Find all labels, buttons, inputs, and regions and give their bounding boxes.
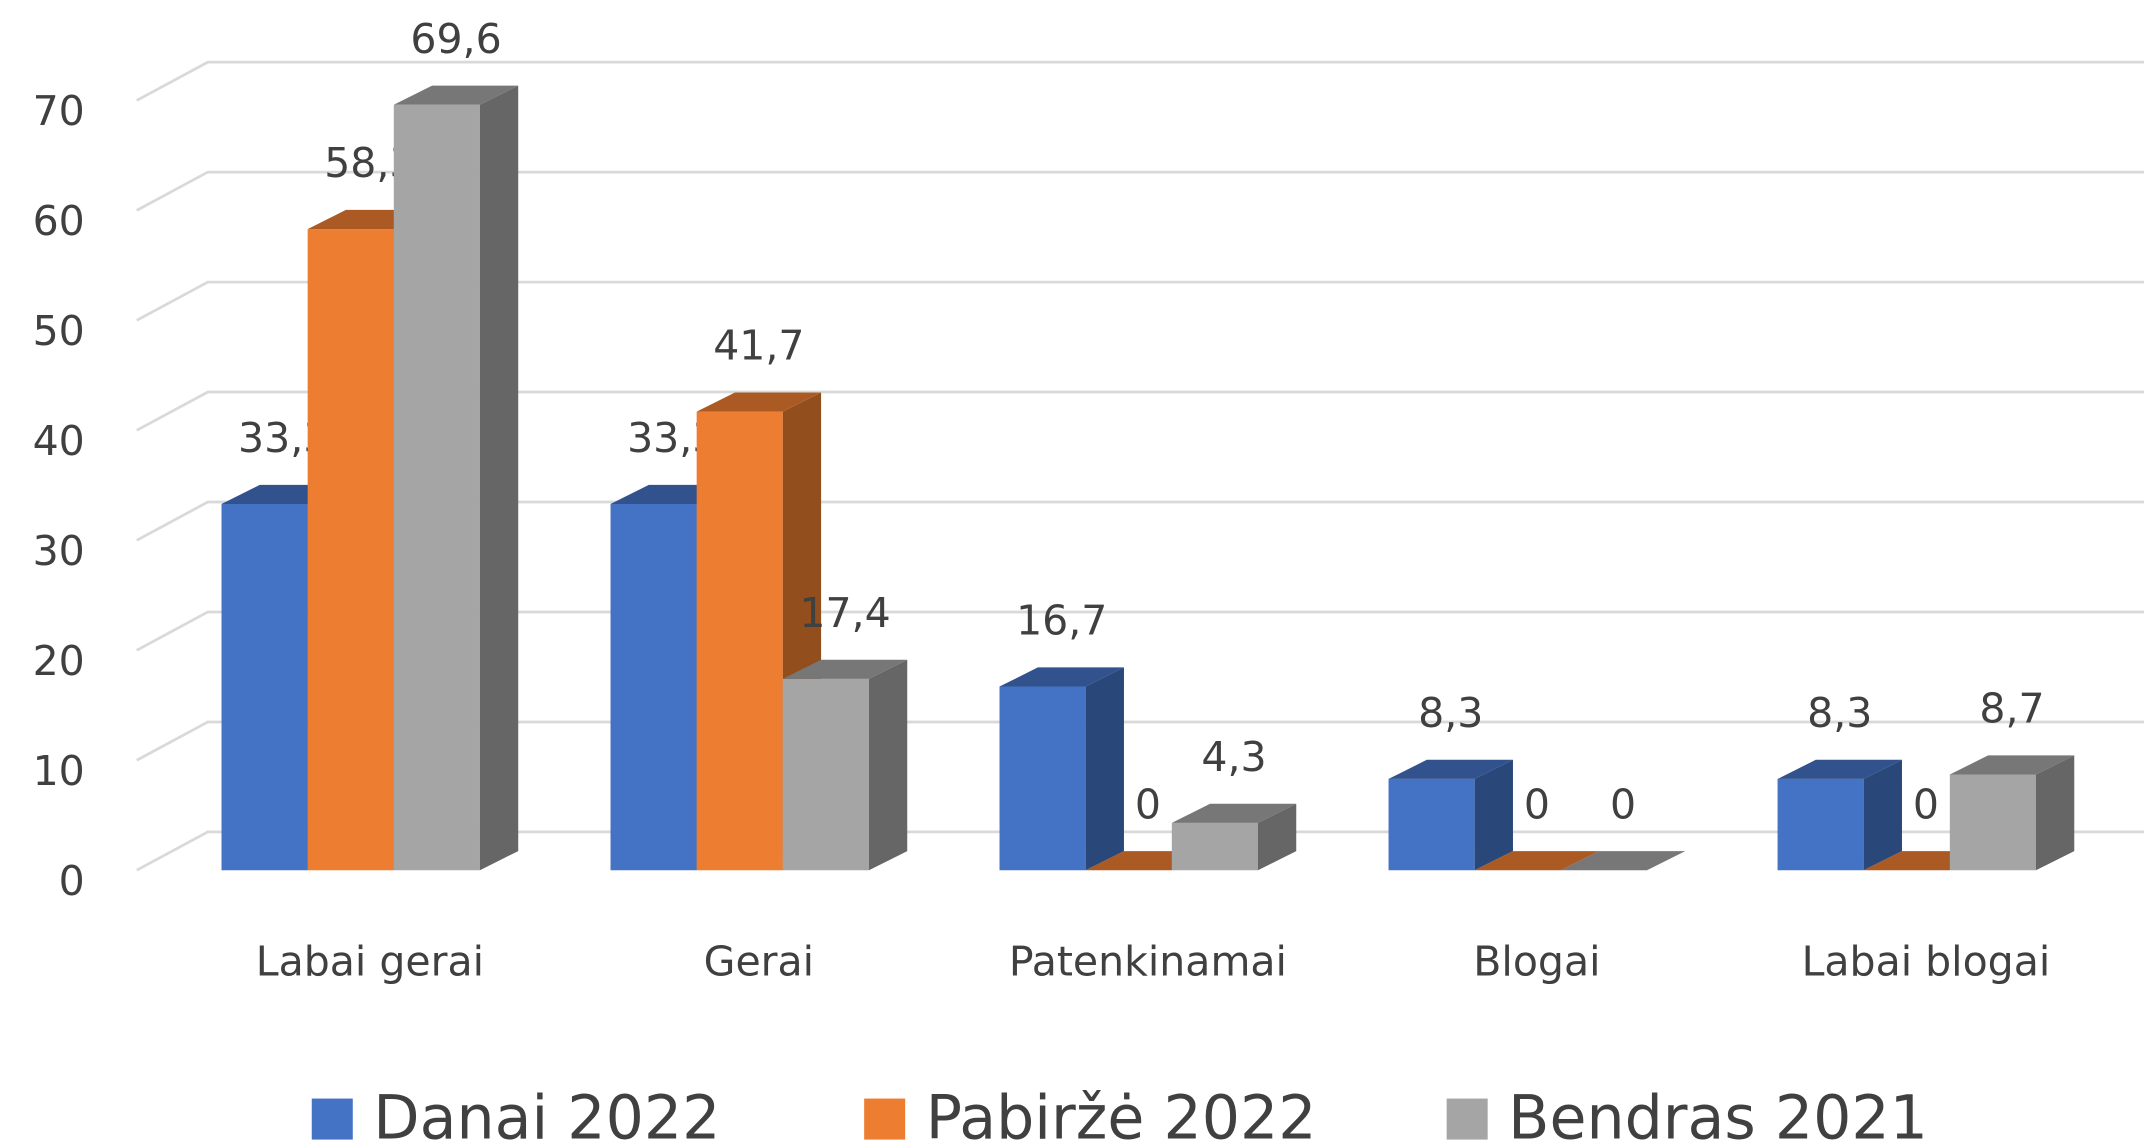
- bar-top: [1171, 803, 1297, 823]
- y-tick-label: 40: [33, 417, 85, 465]
- bar-front: [307, 229, 394, 871]
- grid-line: [136, 60, 2144, 102]
- data-label: 0: [1524, 780, 1550, 828]
- bar-side: [2035, 755, 2075, 871]
- bar: [1560, 851, 1686, 871]
- x-tick-label: Labai gerai: [256, 938, 484, 986]
- x-tick-label: Patenkinamai: [1009, 938, 1287, 986]
- y-tick-label: 0: [59, 857, 85, 905]
- bar: [1777, 759, 1902, 871]
- grid-line: [136, 170, 2144, 212]
- data-label: 8,3: [1807, 689, 1872, 737]
- bar-front: [1949, 774, 2036, 871]
- y-tick-label: 50: [33, 307, 85, 355]
- x-tick-label: Gerai: [704, 938, 814, 986]
- bar-front: [999, 686, 1086, 871]
- bar-top: [999, 667, 1124, 687]
- legend-swatch: [311, 1098, 353, 1140]
- x-tick-label: Labai blogai: [1802, 938, 2051, 986]
- bar-side: [1257, 803, 1297, 871]
- bar-top: [696, 392, 822, 412]
- data-label: 4,3: [1201, 733, 1266, 781]
- y-tick-label: 70: [33, 87, 85, 135]
- grid-line: [136, 390, 2144, 432]
- data-label: 8,3: [1418, 689, 1483, 737]
- x-tick-label: Blogai: [1473, 938, 1600, 986]
- bar-front: [696, 411, 783, 871]
- bar-front: [221, 504, 308, 871]
- bar: [1388, 759, 1513, 871]
- bar-side: [479, 85, 519, 871]
- legend-label: Pabiržė 2022: [926, 1083, 1317, 1147]
- data-label: 16,7: [1016, 597, 1107, 645]
- y-tick-label: 60: [33, 197, 85, 245]
- data-label: 0: [1610, 780, 1636, 828]
- bar: [393, 85, 519, 871]
- data-label: 69,6: [410, 15, 501, 63]
- bar-side: [1085, 667, 1124, 871]
- y-tick-label: 10: [33, 747, 85, 795]
- legend-label: Danai 2022: [373, 1083, 720, 1147]
- legend-label: Bendras 2021: [1508, 1083, 1928, 1147]
- y-tick-label: 20: [33, 637, 85, 685]
- grid-line: [136, 280, 2144, 322]
- bar-side: [868, 659, 908, 871]
- data-label: 41,7: [713, 322, 804, 370]
- legend-swatch: [864, 1098, 906, 1140]
- bar-side: [1474, 759, 1513, 871]
- bar: [1171, 803, 1297, 871]
- grid-line: [136, 500, 2144, 542]
- bar-front: [1777, 778, 1864, 871]
- legend-swatch: [1446, 1098, 1488, 1140]
- bar-top: [1949, 755, 2075, 775]
- y-tick-label: 30: [33, 527, 85, 575]
- grid-line: [136, 610, 2144, 652]
- data-label: 8,7: [1979, 685, 2044, 733]
- bar-top: [1560, 851, 1686, 871]
- bar: [999, 667, 1124, 871]
- bar-front: [1388, 778, 1475, 871]
- bar-top: [1388, 759, 1513, 779]
- bar-front: [393, 104, 480, 871]
- bar-front: [610, 504, 697, 871]
- bar: [782, 659, 908, 871]
- bar-top: [782, 659, 908, 679]
- bar-top: [1474, 851, 1600, 871]
- grid-line: [136, 720, 2144, 762]
- bar-top: [1777, 759, 1902, 779]
- bar-front: [1171, 822, 1258, 871]
- bar-top: [393, 85, 519, 105]
- bar: [1949, 755, 2075, 871]
- bar: [1474, 851, 1600, 871]
- bar-side: [1863, 759, 1902, 871]
- data-label: 0: [1913, 780, 1939, 828]
- data-label: 0: [1135, 780, 1161, 828]
- data-label: 17,4: [799, 589, 890, 637]
- bar-front: [782, 678, 869, 871]
